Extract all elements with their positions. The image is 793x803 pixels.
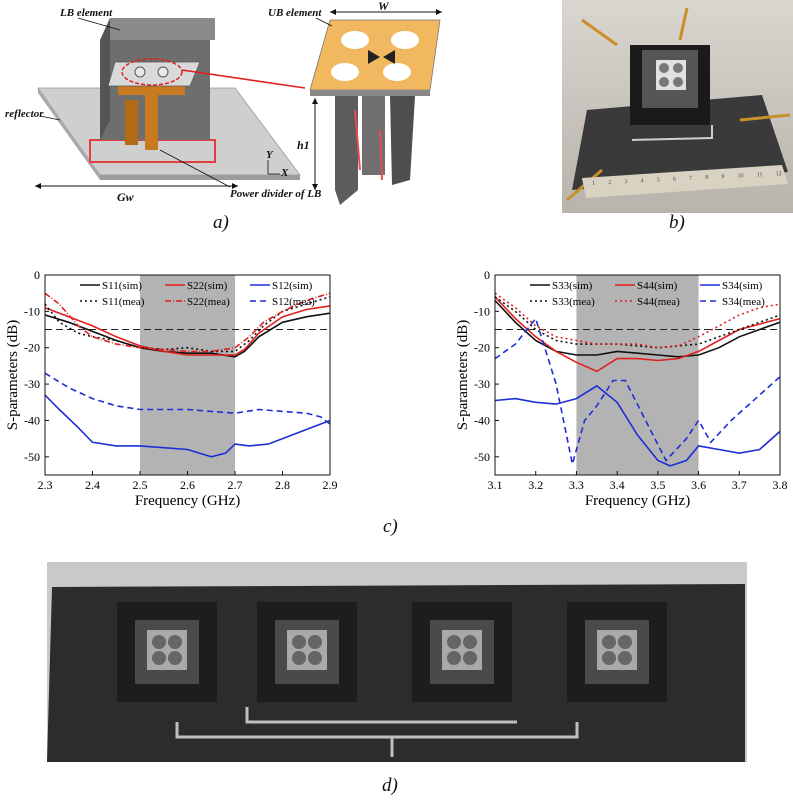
- y-tick-label: -20: [24, 341, 40, 355]
- x-tick-label: 3.8: [773, 478, 788, 492]
- array-photo: [47, 562, 747, 762]
- antenna-diagram: [35, 9, 442, 205]
- x-tick-label: 2.5: [133, 478, 148, 492]
- y-axis-label: S-parameters (dB): [455, 320, 471, 430]
- series-line-3: [44, 296, 331, 353]
- label-reflector: reflector: [5, 108, 44, 120]
- series-line-5: [44, 372, 331, 425]
- x-axis-label: Frequency (GHz): [135, 493, 240, 509]
- x-tick-label: 2.9: [323, 478, 338, 492]
- y-tick-label: -40: [24, 413, 40, 427]
- y-tick-label: -10: [24, 304, 40, 318]
- y-tick-label: -30: [24, 377, 40, 391]
- legend-label: S34(sim): [722, 280, 763, 292]
- x-tick-label: 3.3: [569, 478, 584, 492]
- x-tick-label: 2.7: [228, 478, 243, 492]
- caption-d: d): [382, 775, 398, 796]
- series-line-4: [494, 292, 781, 349]
- series-line-0: [494, 299, 781, 358]
- legend-label: S33(sim): [552, 280, 593, 292]
- x-tick-label: 3.4: [610, 478, 625, 492]
- series-line-2: [44, 394, 331, 458]
- series-line-5: [494, 316, 781, 465]
- x-tick-label: 2.6: [180, 478, 195, 492]
- legend-label: S22(sim): [187, 280, 228, 292]
- label-gw: Gw: [117, 190, 134, 204]
- legend-label: S12(sim): [272, 280, 313, 292]
- x-tick-label: 3.6: [691, 478, 706, 492]
- y-tick-label: -10: [474, 304, 490, 318]
- y-tick-label: -30: [474, 377, 490, 391]
- label-h1: h1: [297, 138, 310, 152]
- x-tick-label: 2.4: [85, 478, 100, 492]
- x-tick-label: 2.3: [38, 478, 53, 492]
- label-axis-x: X: [281, 167, 289, 179]
- legend-label: S22(mea): [187, 296, 230, 308]
- x-tick-label: 3.1: [488, 478, 503, 492]
- caption-a: a): [213, 212, 229, 233]
- x-axis-label: Frequency (GHz): [585, 493, 690, 509]
- y-tick-label: -50: [24, 450, 40, 464]
- series-line-4: [44, 292, 331, 353]
- y-tick-label: 0: [484, 268, 490, 282]
- y-axis-label: S-parameters (dB): [5, 320, 21, 430]
- x-tick-label: 2.8: [275, 478, 290, 492]
- series-line-3: [494, 296, 781, 349]
- legend-label: S12(mea): [272, 296, 315, 308]
- label-ub-element: UB element: [268, 7, 322, 19]
- s-parameter-chart-highband: 3.1 3.2 3.3 3.4 3.5 3.6 3.7 3.8 0 -10 -20 -30 -40 -50…: [455, 268, 788, 509]
- legend-label: S11(sim): [102, 280, 142, 292]
- series-line-2: [494, 384, 781, 467]
- caption-b: b): [669, 212, 685, 233]
- passband-shade: [576, 275, 699, 475]
- legend-label: S44(sim): [637, 280, 678, 292]
- y-tick-label: -40: [474, 413, 490, 427]
- s-parameter-chart-lowband: 2.3 2.4 2.5 2.6 2.7 2.8 2.9 0 -10 -20 -30 -40 -50 Fre…: [5, 268, 338, 509]
- y-tick-label: -50: [474, 450, 490, 464]
- legend-label: S34(mea): [722, 296, 765, 308]
- series-line-1: [44, 305, 331, 356]
- label-lb-element: LB element: [60, 7, 113, 19]
- x-tick-label: 3.5: [650, 478, 665, 492]
- plot-frame: [494, 274, 781, 476]
- passband-shade: [140, 275, 235, 475]
- y-tick-label: 0: [34, 268, 40, 282]
- series-line-0: [44, 312, 331, 358]
- label-axis-y: Y: [266, 149, 273, 161]
- label-w: W: [378, 0, 389, 13]
- label-power-divider: Power divider of LB: [230, 188, 322, 200]
- x-tick-label: 3.7: [732, 478, 747, 492]
- caption-c: c): [383, 516, 398, 537]
- y-tick-label: -20: [474, 341, 490, 355]
- x-tick-label: 3.2: [528, 478, 543, 492]
- legend-label: S11(mea): [102, 296, 145, 308]
- legend-label: S33(mea): [552, 296, 595, 308]
- legend-label: S44(mea): [637, 296, 680, 308]
